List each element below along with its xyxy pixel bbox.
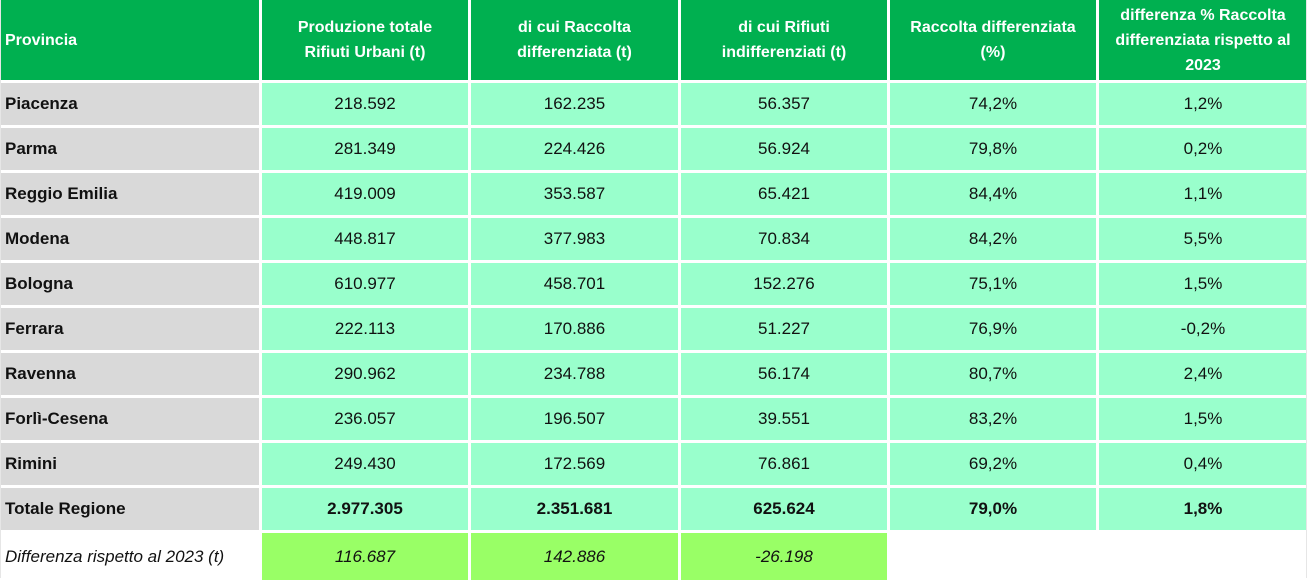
cell-diff: 1,5%: [1099, 263, 1307, 308]
table-row: Forlì-Cesena 236.057 196.507 39.551 83,2% 1,5…: [0, 398, 1307, 443]
table-row: Ravenna 290.962 234.788 56.174 80,7% 2,4%: [0, 353, 1307, 398]
cell-differenziata: 224.426: [471, 128, 681, 173]
cell-percent: 84,2%: [890, 218, 1099, 263]
cell-indifferenziati: 76.861: [681, 443, 890, 488]
cell-differenziata: 353.587: [471, 173, 681, 218]
cell-diff: 5,5%: [1099, 218, 1307, 263]
cell-diff: 1,8%: [1099, 488, 1307, 533]
cell-totale: 281.349: [262, 128, 471, 173]
cell-diff: 0,2%: [1099, 128, 1307, 173]
row-provincia: Rimini: [0, 443, 262, 488]
table-row: Reggio Emilia 419.009 353.587 65.421 84,4% 1,…: [0, 173, 1307, 218]
cell-totale: 610.977: [262, 263, 471, 308]
row-provincia: Piacenza: [0, 83, 262, 128]
cell-totale: 448.817: [262, 218, 471, 263]
row-provincia: Bologna: [0, 263, 262, 308]
header-rifiuti-indifferenziati: di cui Rifiuti indifferenziati (t): [681, 0, 890, 83]
difference-empty-cell: [1099, 533, 1307, 580]
difference-label: Differenza rispetto al 2023 (t): [0, 533, 262, 580]
row-provincia: Parma: [0, 128, 262, 173]
row-provincia: Reggio Emilia: [0, 173, 262, 218]
header-differenza-percent: differenza % Raccolta differenziata rispe…: [1099, 0, 1307, 83]
difference-row: Differenza rispetto al 2023 (t) 116.687 …: [0, 533, 1307, 580]
cell-percent: 69,2%: [890, 443, 1099, 488]
cell-diff: -0,2%: [1099, 308, 1307, 353]
table-row: Ferrara 222.113 170.886 51.227 76,9% -0,2%: [0, 308, 1307, 353]
total-row: Totale Regione 2.977.305 2.351.681 625.6…: [0, 488, 1307, 533]
header-line: Produzione totale: [297, 19, 433, 36]
cell-diff: 2,4%: [1099, 353, 1307, 398]
cell-totale: 2.977.305: [262, 488, 471, 533]
cell-totale: 419.009: [262, 173, 471, 218]
cell-indifferenziati: 152.276: [681, 263, 890, 308]
cell-indifferenziati: 65.421: [681, 173, 890, 218]
row-provincia: Forlì-Cesena: [0, 398, 262, 443]
header-line: differenza % Raccolta: [1120, 6, 1286, 24]
header-provincia: Provincia: [0, 0, 262, 83]
cell-diff: 0,4%: [1099, 443, 1307, 488]
cell-differenziata: 170.886: [471, 308, 681, 353]
difference-indifferenziati: -26.198: [681, 533, 890, 580]
cell-diff: 1,2%: [1099, 83, 1307, 128]
row-provincia: Ravenna: [0, 353, 262, 398]
header-row: Provincia Produzione totale Rifiuti Urban…: [0, 0, 1307, 83]
cell-percent: 79,0%: [890, 488, 1099, 533]
cell-diff: 1,5%: [1099, 398, 1307, 443]
cell-differenziata: 196.507: [471, 398, 681, 443]
cell-differenziata: 377.983: [471, 218, 681, 263]
header-produzione-totale: Produzione totale Rifiuti Urbani (t): [262, 0, 471, 83]
difference-differenziata: 142.886: [471, 533, 681, 580]
cell-percent: 74,2%: [890, 83, 1099, 128]
cell-differenziata: 172.569: [471, 443, 681, 488]
header-raccolta-percent: Raccolta differenziata (%): [890, 0, 1099, 83]
row-provincia: Modena: [0, 218, 262, 263]
cell-differenziata: 234.788: [471, 353, 681, 398]
header-line: indifferenziati (t): [721, 44, 847, 61]
cell-indifferenziati: 625.624: [681, 488, 890, 533]
table-row: Rimini 249.430 172.569 76.861 69,2% 0,4%: [0, 443, 1307, 488]
cell-differenziata: 162.235: [471, 83, 681, 128]
cell-differenziata: 458.701: [471, 263, 681, 308]
header-line: 2023: [1185, 56, 1221, 74]
cell-totale: 249.430: [262, 443, 471, 488]
table-row: Parma 281.349 224.426 56.924 79,8% 0,2%: [0, 128, 1307, 173]
header-line: (%): [980, 44, 1006, 61]
cell-percent: 76,9%: [890, 308, 1099, 353]
cell-indifferenziati: 56.924: [681, 128, 890, 173]
header-line: Rifiuti Urbani (t): [304, 44, 426, 61]
header-raccolta-differenziata: di cui Raccolta differenziata (t): [471, 0, 681, 83]
difference-totale: 116.687: [262, 533, 471, 580]
cell-diff: 1,1%: [1099, 173, 1307, 218]
difference-empty-cell: [890, 533, 1099, 580]
header-line: di cui Rifiuti: [738, 19, 830, 36]
cell-indifferenziati: 51.227: [681, 308, 890, 353]
table-row: Bologna 610.977 458.701 152.276 75,1% 1,5%: [0, 263, 1307, 308]
cell-indifferenziati: 39.551: [681, 398, 890, 443]
table-row: Piacenza 218.592 162.235 56.357 74,2% 1,2%: [0, 83, 1307, 128]
cell-totale: 236.057: [262, 398, 471, 443]
header-line: di cui Raccolta: [518, 19, 631, 36]
row-provincia: Ferrara: [0, 308, 262, 353]
cell-percent: 83,2%: [890, 398, 1099, 443]
grid-line: [0, 0, 1, 578]
cell-percent: 75,1%: [890, 263, 1099, 308]
row-provincia: Totale Regione: [0, 488, 262, 533]
cell-totale: 218.592: [262, 83, 471, 128]
cell-totale: 290.962: [262, 353, 471, 398]
cell-indifferenziati: 70.834: [681, 218, 890, 263]
table-row: Modena 448.817 377.983 70.834 84,2% 5,5%: [0, 218, 1307, 263]
header-line: differenziata (t): [517, 44, 632, 61]
cell-differenziata: 2.351.681: [471, 488, 681, 533]
cell-indifferenziati: 56.174: [681, 353, 890, 398]
header-line: differenziata rispetto al: [1115, 31, 1291, 49]
cell-percent: 80,7%: [890, 353, 1099, 398]
cell-indifferenziati: 56.357: [681, 83, 890, 128]
cell-totale: 222.113: [262, 308, 471, 353]
cell-percent: 84,4%: [890, 173, 1099, 218]
header-line: Raccolta differenziata: [910, 19, 1076, 36]
cell-percent: 79,8%: [890, 128, 1099, 173]
